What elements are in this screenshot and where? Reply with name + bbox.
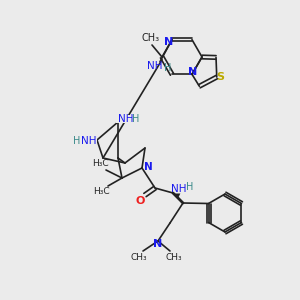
Text: H₃C: H₃C [92, 160, 108, 169]
Text: H: H [186, 182, 194, 192]
Text: NH: NH [171, 184, 187, 194]
Text: H: H [73, 136, 81, 146]
Text: NH: NH [147, 61, 163, 71]
Text: ▼: ▼ [175, 193, 181, 199]
Text: N: N [144, 162, 152, 172]
FancyBboxPatch shape [116, 115, 132, 123]
Text: NH: NH [118, 114, 134, 124]
Text: N: N [188, 67, 198, 77]
Text: NH: NH [81, 136, 97, 146]
Text: N: N [153, 239, 163, 249]
Text: CH₃: CH₃ [166, 254, 182, 262]
FancyBboxPatch shape [81, 136, 97, 144]
Text: S: S [217, 72, 225, 82]
Text: H: H [132, 114, 140, 124]
Text: O: O [135, 196, 145, 206]
Text: CH₃: CH₃ [142, 33, 160, 43]
Text: CH₃: CH₃ [131, 254, 147, 262]
Text: H: H [164, 63, 172, 73]
Text: H₃C: H₃C [93, 187, 109, 196]
Text: N: N [164, 37, 174, 47]
